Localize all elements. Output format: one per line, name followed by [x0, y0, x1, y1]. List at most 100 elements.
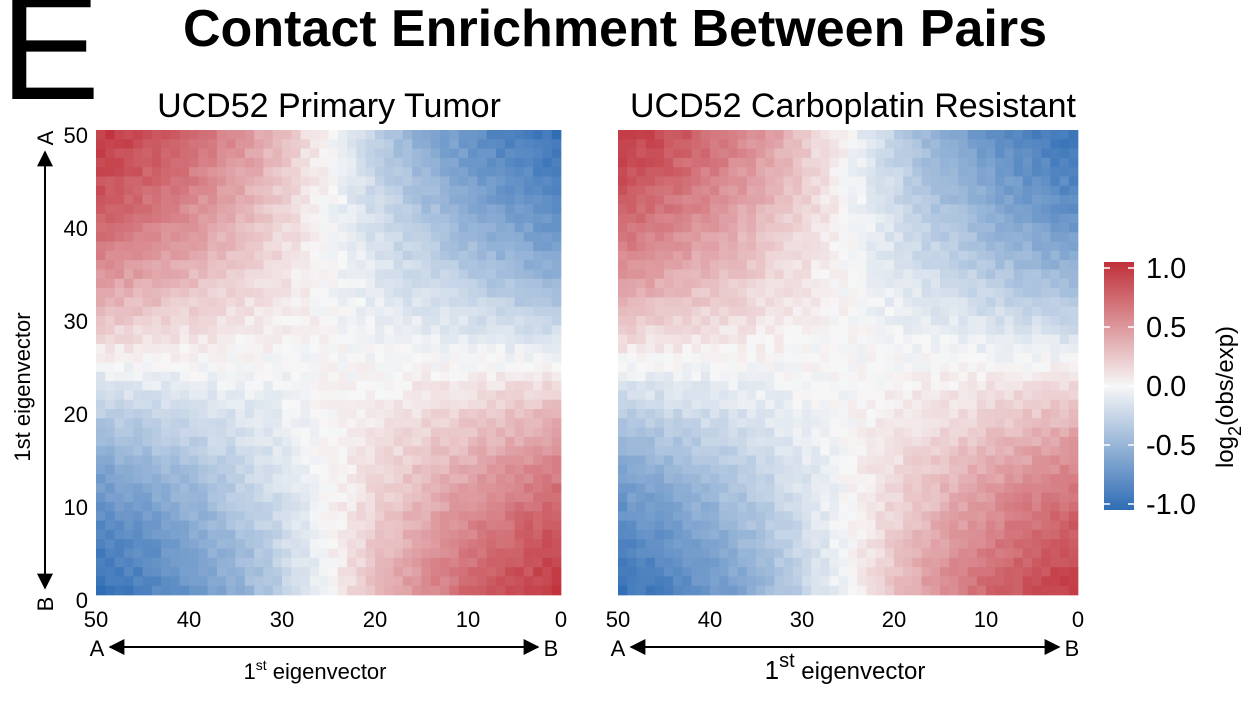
heatmap-cell [986, 427, 996, 438]
heatmap-cell [263, 418, 274, 428]
heatmap-cell [486, 325, 497, 335]
heatmap-cell [207, 306, 218, 317]
heatmap-cell [133, 241, 143, 252]
heatmap-cell [198, 409, 208, 419]
heatmap-cell [1059, 185, 1070, 196]
heatmap-cell [393, 306, 404, 317]
heatmap-cell [1032, 511, 1042, 521]
heatmap-cell [967, 418, 978, 428]
heatmap-cell [179, 409, 190, 419]
heatmap-cell [514, 409, 525, 419]
heatmap-cell [664, 204, 674, 215]
heatmap-cell [719, 223, 729, 233]
heatmap-cell [440, 557, 450, 568]
heatmap-cell [375, 316, 385, 326]
heatmap-cell [976, 483, 987, 494]
heatmap-cell [412, 269, 422, 280]
heatmap-cell [700, 436, 711, 447]
heatmap-cell [449, 520, 460, 531]
heatmap-cell [829, 148, 840, 159]
heatmap-cell [170, 492, 181, 503]
heatmap-cell [930, 474, 941, 484]
heatmap-cell [1022, 232, 1033, 242]
heatmap-cell [123, 446, 134, 456]
heatmap-cell [912, 474, 922, 484]
heatmap-cell [737, 409, 748, 419]
heatmap-cell [105, 409, 115, 419]
heatmap-cell [495, 390, 506, 401]
heatmap-cell [179, 223, 190, 233]
heatmap-cell [654, 557, 665, 568]
heatmap-cell [309, 260, 320, 270]
heatmap-cell [235, 409, 246, 419]
heatmap-cell [1022, 213, 1033, 224]
heatmap-cell [728, 353, 738, 363]
heatmap-cell [337, 204, 348, 215]
heatmap-cell [1068, 371, 1079, 382]
heatmap-cell [365, 446, 376, 456]
heatmap-cell [272, 418, 283, 428]
heatmap-cell [319, 139, 329, 149]
heatmap-cell [949, 511, 959, 521]
heatmap-cell [468, 316, 478, 326]
heatmap-cell [820, 455, 830, 466]
heatmap-cell [365, 436, 376, 447]
heatmap-cell [1050, 464, 1060, 475]
heatmap-cell [673, 427, 683, 438]
heatmap-cell [179, 306, 190, 317]
heatmap-cell [421, 130, 432, 140]
heatmap-cell [244, 288, 255, 298]
heatmap-cell [300, 362, 311, 373]
heatmap-cell [636, 567, 646, 577]
heatmap-cell [618, 232, 628, 242]
heatmap-cell [857, 446, 867, 456]
heatmap-cell [133, 130, 143, 140]
heatmap-cell [811, 483, 821, 494]
heatmap-cell [365, 381, 376, 391]
heatmap-cell [291, 455, 301, 466]
heatmap-cell [179, 492, 190, 503]
heatmap-cell [328, 232, 339, 242]
heatmap-cell [365, 548, 376, 559]
heatmap-cell [412, 288, 422, 298]
heatmap-cell [618, 353, 628, 363]
heatmap-cell [207, 325, 218, 335]
heatmap-cell [449, 362, 460, 373]
heatmap-cell [375, 381, 385, 391]
heatmap-cell [1050, 157, 1060, 168]
heatmap-cell [523, 278, 534, 289]
heatmap-cell [300, 483, 311, 494]
heatmap-cell [412, 455, 422, 466]
heatmap-cell [654, 306, 665, 317]
heatmap-cell [802, 492, 812, 503]
heatmap-cell [291, 436, 301, 447]
heatmap-cell [1022, 390, 1033, 401]
heatmap-cell [393, 511, 404, 521]
heatmap-cell [958, 288, 968, 298]
heatmap-cell [1004, 297, 1014, 308]
heatmap-cell [949, 241, 959, 252]
heatmap-cell [636, 362, 646, 373]
heatmap-cell [384, 502, 394, 512]
heatmap-cell [1041, 260, 1051, 270]
heatmap-cell [105, 446, 115, 456]
heatmap-cell [486, 474, 497, 484]
heatmap-cell [645, 492, 656, 503]
heatmap-cell [811, 567, 821, 577]
heatmap-cell [995, 371, 1005, 382]
heatmap-cell [356, 316, 367, 326]
heatmap-cell [235, 446, 246, 456]
heatmap-cell [523, 492, 534, 503]
heatmap-cell [949, 548, 959, 559]
heatmap-cell [903, 148, 913, 159]
heatmap-cell [636, 232, 646, 242]
heatmap-cell [449, 139, 460, 149]
heatmap-cell [682, 455, 692, 466]
heatmap-cell [244, 576, 255, 587]
heatmap-cell [505, 502, 515, 512]
heatmap-cell [282, 557, 292, 568]
heatmap-cell [618, 250, 628, 261]
heatmap-cell [728, 455, 738, 466]
heatmap-cell [133, 399, 143, 410]
heatmap-cell [551, 455, 562, 466]
